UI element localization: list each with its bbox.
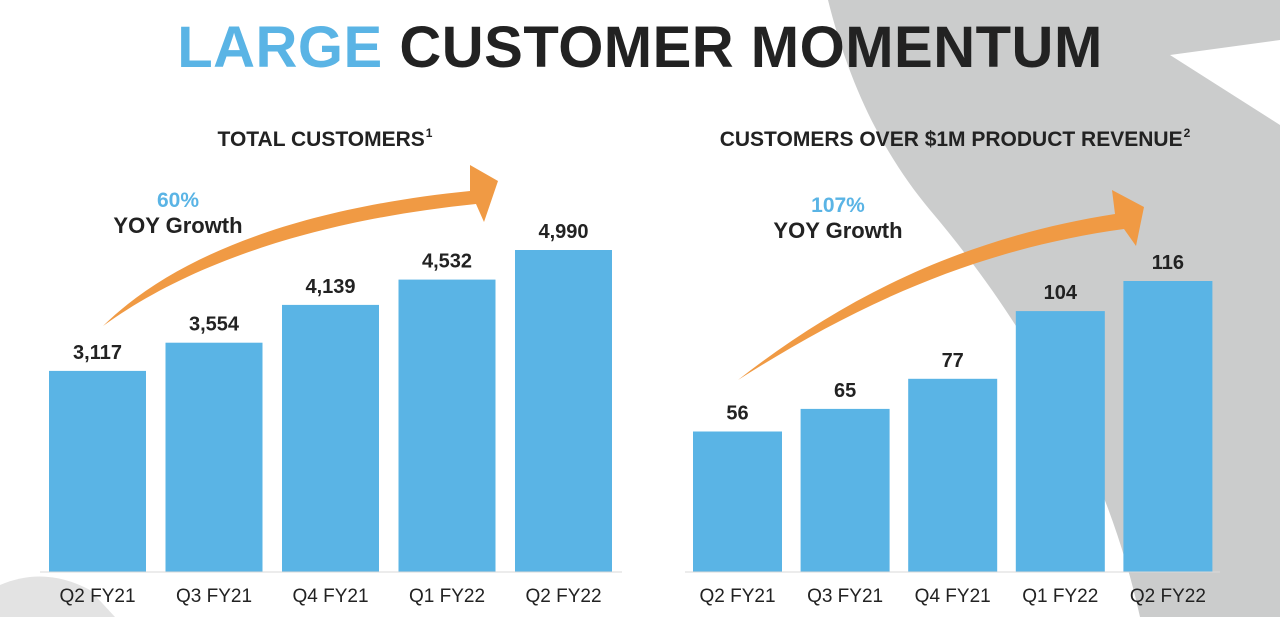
x-tick-label: Q3 FY21 xyxy=(176,586,252,607)
data-label: 104 xyxy=(1044,282,1078,304)
data-label: 3,117 xyxy=(73,342,122,364)
x-tick-label: Q1 FY22 xyxy=(409,586,485,607)
total-customers-growth: 60% YOY Growth xyxy=(98,188,258,238)
x-tick-label: Q3 FY21 xyxy=(807,586,883,607)
data-label: 77 xyxy=(942,350,964,372)
x-tick-label: Q2 FY22 xyxy=(1130,586,1206,607)
x-tick-label: Q4 FY21 xyxy=(292,586,368,607)
bar xyxy=(282,304,379,572)
bar xyxy=(800,408,890,572)
total-customers-footnote-mark: 1 xyxy=(425,126,433,140)
data-label: 65 xyxy=(834,380,856,402)
growth-arrow xyxy=(738,190,1144,380)
data-label: 4,139 xyxy=(305,276,355,298)
x-tick-label: Q1 FY22 xyxy=(1022,586,1098,607)
total-customers-title-text: TOTAL CUSTOMERS xyxy=(217,128,425,151)
bar xyxy=(693,431,782,572)
x-tick-label: Q4 FY21 xyxy=(915,586,991,607)
x-tick-label: Q2 FY21 xyxy=(59,586,135,607)
data-label: 3,554 xyxy=(189,314,240,336)
total-customers-growth-label: YOY Growth xyxy=(113,213,243,238)
growth-arrow xyxy=(103,165,498,326)
bar xyxy=(49,370,146,572)
million-customers-footnote-mark: 2 xyxy=(1183,126,1191,140)
bar xyxy=(1123,281,1213,572)
bar xyxy=(908,378,998,572)
background-corner-shape xyxy=(0,576,115,617)
x-tick-label: Q2 FY21 xyxy=(699,586,775,607)
million-customers-title: CUSTOMERS OVER $1M PRODUCT REVENUE2 xyxy=(690,126,1220,152)
bar xyxy=(515,250,612,572)
page-title-accent: LARGE xyxy=(177,15,383,80)
bar xyxy=(1015,311,1105,572)
million-customers-growth-label: YOY Growth xyxy=(773,218,903,243)
bar xyxy=(165,342,263,572)
bar xyxy=(398,279,496,572)
data-label: 4,532 xyxy=(422,251,472,273)
data-label: 56 xyxy=(726,403,748,425)
million-customers-growth: 107% YOY Growth xyxy=(758,193,918,243)
total-customers-title: TOTAL CUSTOMERS1 xyxy=(150,126,500,152)
page-title-rest: CUSTOMER MOMENTUM xyxy=(399,15,1103,80)
page-title: LARGE CUSTOMER MOMENTUM xyxy=(0,14,1280,81)
million-customers-title-text: CUSTOMERS OVER $1M PRODUCT REVENUE xyxy=(719,128,1183,151)
data-label: 116 xyxy=(1152,252,1184,274)
million-customers-growth-pct: 107% xyxy=(811,194,865,217)
total-customers-growth-pct: 60% xyxy=(156,189,200,212)
x-tick-label: Q2 FY22 xyxy=(525,586,601,607)
data-label: 4,990 xyxy=(538,221,588,243)
